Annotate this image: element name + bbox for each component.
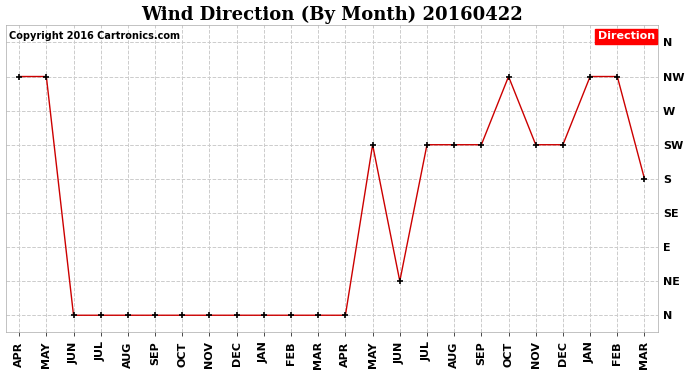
Title: Wind Direction (By Month) 20160422: Wind Direction (By Month) 20160422 bbox=[141, 6, 523, 24]
Text: Direction: Direction bbox=[598, 32, 655, 42]
Text: Copyright 2016 Cartronics.com: Copyright 2016 Cartronics.com bbox=[9, 32, 180, 42]
